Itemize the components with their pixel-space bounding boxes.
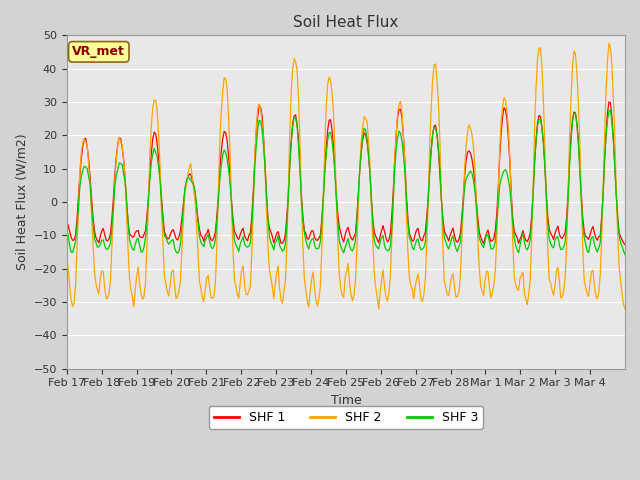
SHF 3 [618, 243, 626, 249]
SHF 3 [621, 252, 629, 257]
SHF 3 [607, 107, 614, 113]
SHF 1 [99, 226, 107, 231]
SHF 2 [545, 277, 553, 283]
SHF 2 [605, 40, 613, 46]
SHF 2 [99, 269, 107, 275]
SHF 1 [461, 172, 468, 178]
SHF 3 [350, 245, 358, 251]
SHF 1 [605, 99, 613, 105]
SHF 3 [63, 226, 70, 232]
SHF 3 [544, 219, 552, 225]
SHF 2 [350, 292, 358, 298]
SHF 1 [544, 214, 552, 219]
Legend: SHF 1, SHF 2, SHF 3: SHF 1, SHF 2, SHF 3 [209, 406, 483, 429]
Title: Soil Heat Flux: Soil Heat Flux [293, 15, 399, 30]
SHF 2 [375, 306, 383, 312]
SHF 2 [462, 143, 470, 149]
SHF 2 [621, 306, 629, 312]
SHF 1 [621, 242, 629, 248]
SHF 3 [82, 164, 90, 170]
SHF 1 [350, 234, 358, 240]
Line: SHF 1: SHF 1 [67, 102, 625, 245]
SHF 1 [63, 219, 70, 225]
Text: VR_met: VR_met [72, 45, 125, 59]
Line: SHF 2: SHF 2 [67, 43, 625, 309]
SHF 3 [99, 237, 107, 243]
SHF 1 [618, 237, 626, 243]
SHF 2 [620, 302, 627, 308]
SHF 1 [82, 135, 90, 141]
SHF 2 [82, 139, 90, 145]
Line: SHF 3: SHF 3 [67, 110, 625, 254]
X-axis label: Time: Time [330, 394, 361, 407]
Y-axis label: Soil Heat Flux (W/m2): Soil Heat Flux (W/m2) [15, 133, 28, 270]
SHF 2 [63, 257, 70, 263]
SHF 3 [461, 184, 468, 190]
